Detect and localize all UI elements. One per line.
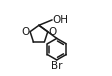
Text: O: O (21, 27, 29, 37)
Text: O: O (48, 27, 56, 37)
Text: Br: Br (51, 61, 62, 71)
Text: OH: OH (52, 15, 68, 25)
